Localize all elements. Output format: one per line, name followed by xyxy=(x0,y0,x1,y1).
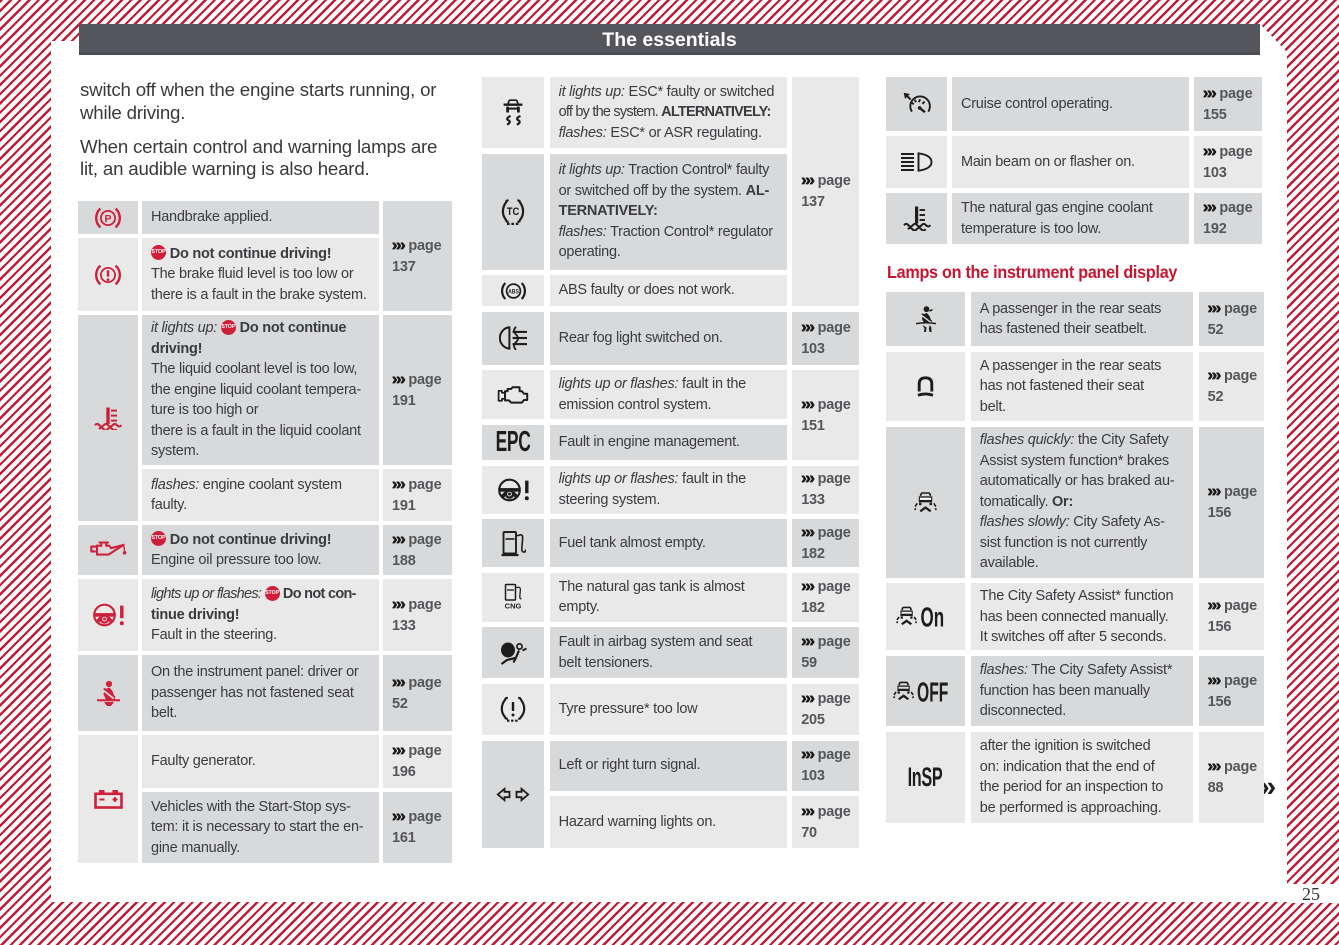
svg-text:OFF: OFF xyxy=(917,680,948,703)
svg-text:CNG: CNG xyxy=(504,602,521,611)
svg-text:TC: TC xyxy=(507,206,520,218)
svg-text:ABS: ABS xyxy=(508,288,519,295)
svg-text:On: On xyxy=(920,605,944,628)
svg-text:P: P xyxy=(104,212,111,224)
